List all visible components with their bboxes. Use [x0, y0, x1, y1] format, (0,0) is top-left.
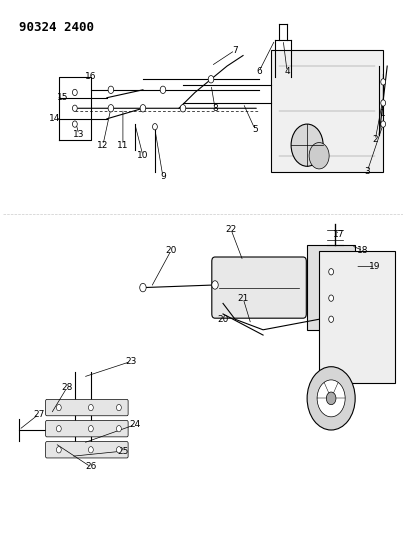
Circle shape	[72, 90, 77, 95]
FancyBboxPatch shape	[45, 421, 128, 437]
FancyBboxPatch shape	[45, 442, 128, 458]
Text: 20: 20	[165, 246, 176, 255]
Text: 1: 1	[379, 109, 385, 118]
Circle shape	[380, 100, 385, 106]
Circle shape	[328, 295, 333, 301]
Text: 7: 7	[232, 46, 237, 55]
Text: 21: 21	[237, 294, 248, 303]
FancyBboxPatch shape	[318, 251, 394, 383]
Circle shape	[326, 392, 335, 405]
Circle shape	[116, 425, 121, 432]
Text: 9: 9	[160, 172, 165, 181]
Text: 5: 5	[252, 125, 257, 134]
Text: 11: 11	[117, 141, 128, 150]
Circle shape	[88, 405, 93, 411]
Circle shape	[152, 124, 157, 130]
Text: 4: 4	[284, 67, 289, 76]
Text: 27: 27	[33, 410, 45, 419]
Text: 23: 23	[125, 357, 136, 366]
FancyBboxPatch shape	[306, 245, 354, 330]
FancyBboxPatch shape	[45, 399, 128, 416]
Text: 6: 6	[256, 67, 261, 76]
Circle shape	[116, 447, 121, 453]
Text: 12: 12	[97, 141, 108, 150]
Text: 8: 8	[212, 104, 217, 113]
Circle shape	[139, 284, 146, 292]
Text: 90324 2400: 90324 2400	[19, 21, 94, 34]
Circle shape	[56, 405, 61, 411]
Circle shape	[88, 425, 93, 432]
Circle shape	[140, 104, 145, 112]
Circle shape	[180, 104, 185, 112]
Circle shape	[290, 124, 322, 166]
Text: 17: 17	[333, 230, 344, 239]
Text: 16: 16	[85, 72, 96, 81]
Circle shape	[380, 121, 385, 127]
Text: 18: 18	[356, 246, 368, 255]
Circle shape	[72, 121, 77, 127]
Circle shape	[88, 447, 93, 453]
Circle shape	[72, 105, 77, 111]
Text: 13: 13	[73, 130, 84, 139]
Text: 24: 24	[129, 420, 140, 429]
Circle shape	[211, 281, 217, 289]
Text: 10: 10	[137, 151, 148, 160]
Text: 15: 15	[57, 93, 68, 102]
Circle shape	[306, 367, 354, 430]
Circle shape	[56, 447, 61, 453]
Circle shape	[108, 86, 113, 93]
Circle shape	[328, 269, 333, 275]
Text: 3: 3	[363, 167, 369, 176]
Circle shape	[308, 142, 328, 169]
Circle shape	[116, 405, 121, 411]
Circle shape	[160, 86, 165, 93]
Circle shape	[108, 104, 113, 112]
Circle shape	[380, 79, 385, 85]
Circle shape	[316, 380, 344, 417]
FancyBboxPatch shape	[211, 257, 305, 318]
Text: 22: 22	[225, 225, 236, 234]
Circle shape	[56, 425, 61, 432]
Text: 25: 25	[117, 447, 128, 456]
Text: 2: 2	[371, 135, 377, 144]
Circle shape	[328, 316, 333, 322]
Circle shape	[208, 76, 213, 83]
Text: 19: 19	[369, 262, 380, 271]
FancyBboxPatch shape	[271, 50, 382, 172]
Text: 14: 14	[49, 114, 60, 123]
Text: 20: 20	[217, 315, 228, 324]
Text: 28: 28	[61, 383, 72, 392]
Text: 26: 26	[85, 463, 96, 471]
